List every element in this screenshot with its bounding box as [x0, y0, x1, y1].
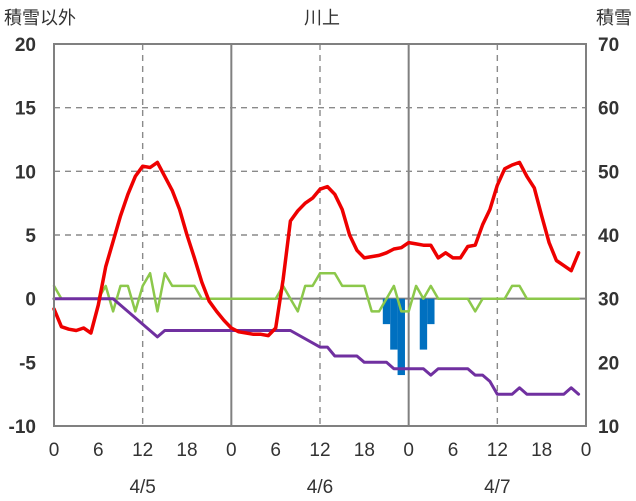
x-tick-label: 12 [487, 440, 508, 461]
date-label: 4/7 [484, 477, 510, 498]
y-right-tick-label: 40 [598, 226, 619, 247]
x-axis: 0 6 12 18 0 6 12 18 0 6 12 18 0 [49, 440, 592, 461]
precipitation-bars [382, 298, 435, 376]
x-tick-label: 18 [531, 440, 552, 461]
precipitation-bar [390, 298, 398, 350]
y-axis-left: -10 -5 0 5 10 15 20 [9, 35, 37, 438]
series-lines [52, 160, 581, 396]
wind-line [52, 271, 580, 313]
y-right-tick-label: 10 [598, 417, 619, 438]
x-tick-label: 6 [270, 440, 281, 461]
x-tick-label: 0 [49, 440, 60, 461]
y-left-tick-label: 0 [25, 290, 36, 311]
y-right-tick-label: 70 [598, 35, 619, 56]
grid [54, 44, 586, 426]
y-left-tick-label: 15 [15, 99, 37, 120]
x-tick-label: 0 [403, 440, 414, 461]
y-right-tick-label: 60 [598, 99, 619, 120]
y-axis-right: 10 20 30 40 50 60 70 [598, 35, 619, 438]
chart-title: 川上 [304, 8, 340, 29]
date-labels: 4/5 4/6 4/7 [129, 477, 510, 498]
y-right-tick-label: 30 [598, 290, 619, 311]
precipitation-bar [397, 298, 405, 376]
x-tick-label: 0 [226, 440, 237, 461]
precipitation-bar [419, 298, 428, 350]
x-tick-label: 6 [448, 440, 459, 461]
right-axis-title: 積雪 [596, 8, 632, 29]
temperature-line [52, 160, 581, 338]
y-left-tick-label: -10 [9, 417, 36, 438]
date-label: 4/5 [129, 477, 155, 498]
precipitation-bar [382, 298, 391, 325]
x-tick-label: 6 [93, 440, 104, 461]
x-tick-label: 12 [132, 440, 153, 461]
x-tick-label: 0 [581, 440, 592, 461]
y-left-tick-label: -5 [19, 353, 36, 374]
y-right-tick-label: 50 [598, 162, 619, 183]
x-tick-label: 12 [309, 440, 330, 461]
y-left-tick-label: 20 [15, 35, 36, 56]
x-tick-label: 18 [354, 440, 375, 461]
sunshine-line [52, 297, 581, 396]
date-label: 4/6 [307, 477, 333, 498]
y-right-tick-label: 20 [598, 353, 619, 374]
y-left-tick-label: 5 [25, 226, 36, 247]
left-axis-title: 積雪以外 [4, 8, 76, 29]
precipitation-bar [427, 298, 435, 325]
plot-frame [53, 43, 587, 427]
x-tick-label: 18 [176, 440, 197, 461]
y-left-tick-label: 10 [15, 162, 36, 183]
